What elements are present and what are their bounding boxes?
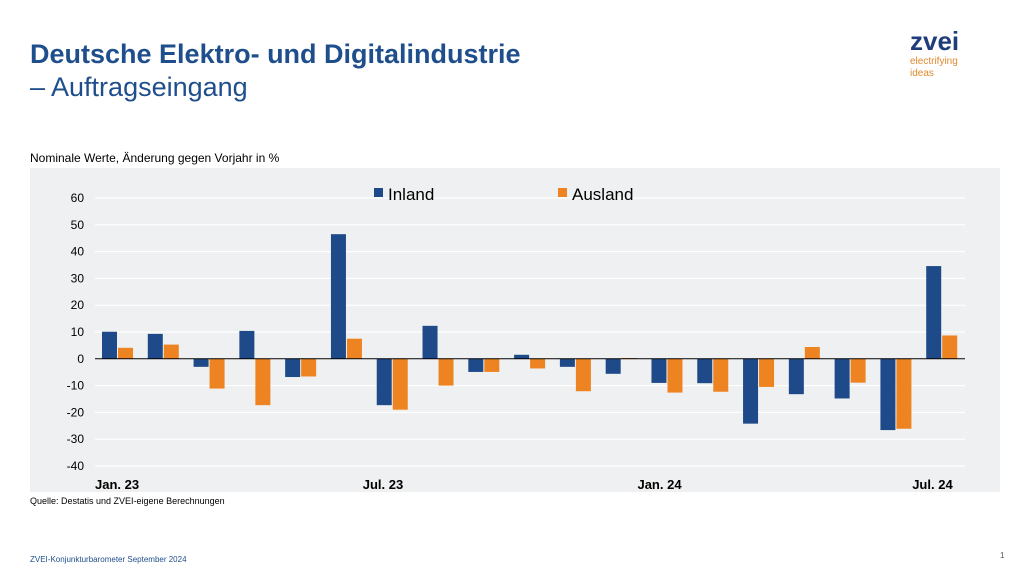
bar-ausland <box>850 358 866 383</box>
bar-inland <box>514 354 530 359</box>
bar-ausland <box>438 358 454 386</box>
bar-ausland <box>575 358 591 392</box>
y-tick-label: 60 <box>71 191 85 205</box>
zvei-logo: zvei electrifying ideas <box>910 26 960 79</box>
legend-label: Inland <box>388 185 434 204</box>
bar-inland <box>788 358 804 395</box>
bar-inland <box>743 358 759 424</box>
page-number: 1 <box>1000 551 1005 560</box>
bar-inland <box>102 331 117 359</box>
bar-ausland <box>942 335 958 359</box>
bar-inland <box>376 358 392 406</box>
bar-ausland <box>804 347 820 359</box>
y-tick-label: 50 <box>71 218 85 232</box>
bar-inland <box>926 266 942 359</box>
bar-ausland <box>484 358 500 372</box>
bar-inland <box>559 358 575 367</box>
bar-inland <box>651 358 667 383</box>
bar-ausland <box>530 358 546 369</box>
y-tick-label: -10 <box>67 379 85 393</box>
legend-swatch <box>558 188 567 197</box>
bar-inland <box>697 358 713 384</box>
bar-ausland <box>667 358 683 393</box>
x-tick-label: Jan. 24 <box>637 477 682 492</box>
bar-inland <box>834 358 850 399</box>
bar-ausland <box>896 358 912 429</box>
y-tick-label: 30 <box>71 271 85 285</box>
legend-swatch <box>374 188 383 197</box>
bar-ausland <box>713 358 729 392</box>
bar-inland <box>605 358 621 374</box>
x-tick-label: Jan. 23 <box>95 477 139 492</box>
bar-ausland <box>759 358 775 387</box>
y-tick-label: 0 <box>77 352 84 366</box>
bar-ausland <box>392 358 408 410</box>
bar-inland <box>468 358 484 372</box>
y-tick-label: -30 <box>67 432 85 446</box>
bar-inland <box>285 358 301 378</box>
y-tick-label: -40 <box>67 459 85 473</box>
bar-ausland <box>118 347 133 359</box>
legend-label: Ausland <box>572 185 633 204</box>
bar-inland <box>422 325 438 359</box>
chart-panel <box>30 168 1000 492</box>
footer-text: ZVEI-Konjunkturbarometer September 2024 <box>30 555 187 564</box>
bar-ausland <box>255 358 271 406</box>
x-tick-label: Jul. 24 <box>912 477 953 492</box>
bar-inland <box>239 330 255 359</box>
bar-ausland <box>209 358 225 389</box>
y-tick-label: 40 <box>71 245 85 259</box>
chart-title: Nominale Werte, Änderung gegen Vorjahr i… <box>30 151 280 165</box>
x-tick-label: Jul. 23 <box>363 477 403 492</box>
bar-inland <box>193 358 209 367</box>
y-tick-label: 20 <box>71 298 85 312</box>
y-tick-label: -20 <box>67 405 85 419</box>
source-note: Quelle: Destatis und ZVEI-eigene Berechn… <box>30 496 225 506</box>
y-tick-label: 10 <box>71 325 85 339</box>
page-title: Deutsche Elektro- und Digitalindustrie – … <box>30 39 521 102</box>
bar-inland <box>330 234 346 359</box>
bar-ausland <box>346 338 362 359</box>
bar-inland <box>880 358 896 431</box>
bar-ausland <box>163 344 179 359</box>
bar-inland <box>147 333 163 359</box>
bar-ausland <box>301 358 317 377</box>
